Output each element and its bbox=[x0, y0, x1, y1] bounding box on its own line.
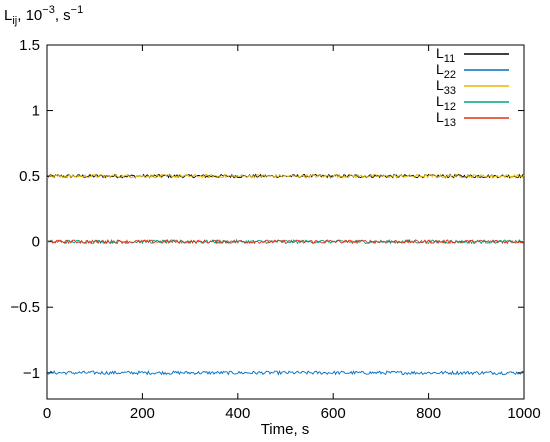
x-tick-label: 400 bbox=[225, 405, 250, 422]
legend-label: L12 bbox=[436, 93, 456, 113]
x-tick-label: 0 bbox=[43, 405, 51, 422]
series-line-L13 bbox=[46, 238, 525, 245]
x-tick-label: 800 bbox=[416, 405, 441, 422]
x-tick-label: 600 bbox=[321, 405, 346, 422]
x-axis-label: Time, s bbox=[261, 421, 310, 438]
y-tick-label: 1 bbox=[32, 103, 40, 120]
series-lines bbox=[46, 173, 525, 376]
legend-label: L22 bbox=[436, 61, 456, 81]
y-tick-label: −1 bbox=[23, 365, 40, 382]
series-line-L33 bbox=[46, 173, 525, 179]
legend-label: L13 bbox=[436, 109, 456, 129]
y-tick-label: −0.5 bbox=[10, 299, 40, 316]
y-tick-label: 0.5 bbox=[19, 168, 40, 185]
x-tick-label: 1000 bbox=[507, 405, 540, 422]
series-line-L22 bbox=[46, 369, 525, 376]
series-line-L12 bbox=[46, 238, 525, 245]
legend-label: L33 bbox=[436, 77, 456, 97]
axis-ticks: 0 200 400 600 800 1000 −1 −0.5 0 0.5 1 1.5 bbox=[10, 37, 540, 422]
y-tick-label: 0 bbox=[32, 234, 40, 251]
y-axis-label: Lij, 10−3, s−1 bbox=[4, 4, 83, 27]
legend-label: L11 bbox=[436, 45, 455, 65]
x-tick-label: 200 bbox=[130, 405, 155, 422]
plot-area-frame bbox=[46, 44, 525, 400]
y-tick-label: 1.5 bbox=[19, 37, 40, 54]
